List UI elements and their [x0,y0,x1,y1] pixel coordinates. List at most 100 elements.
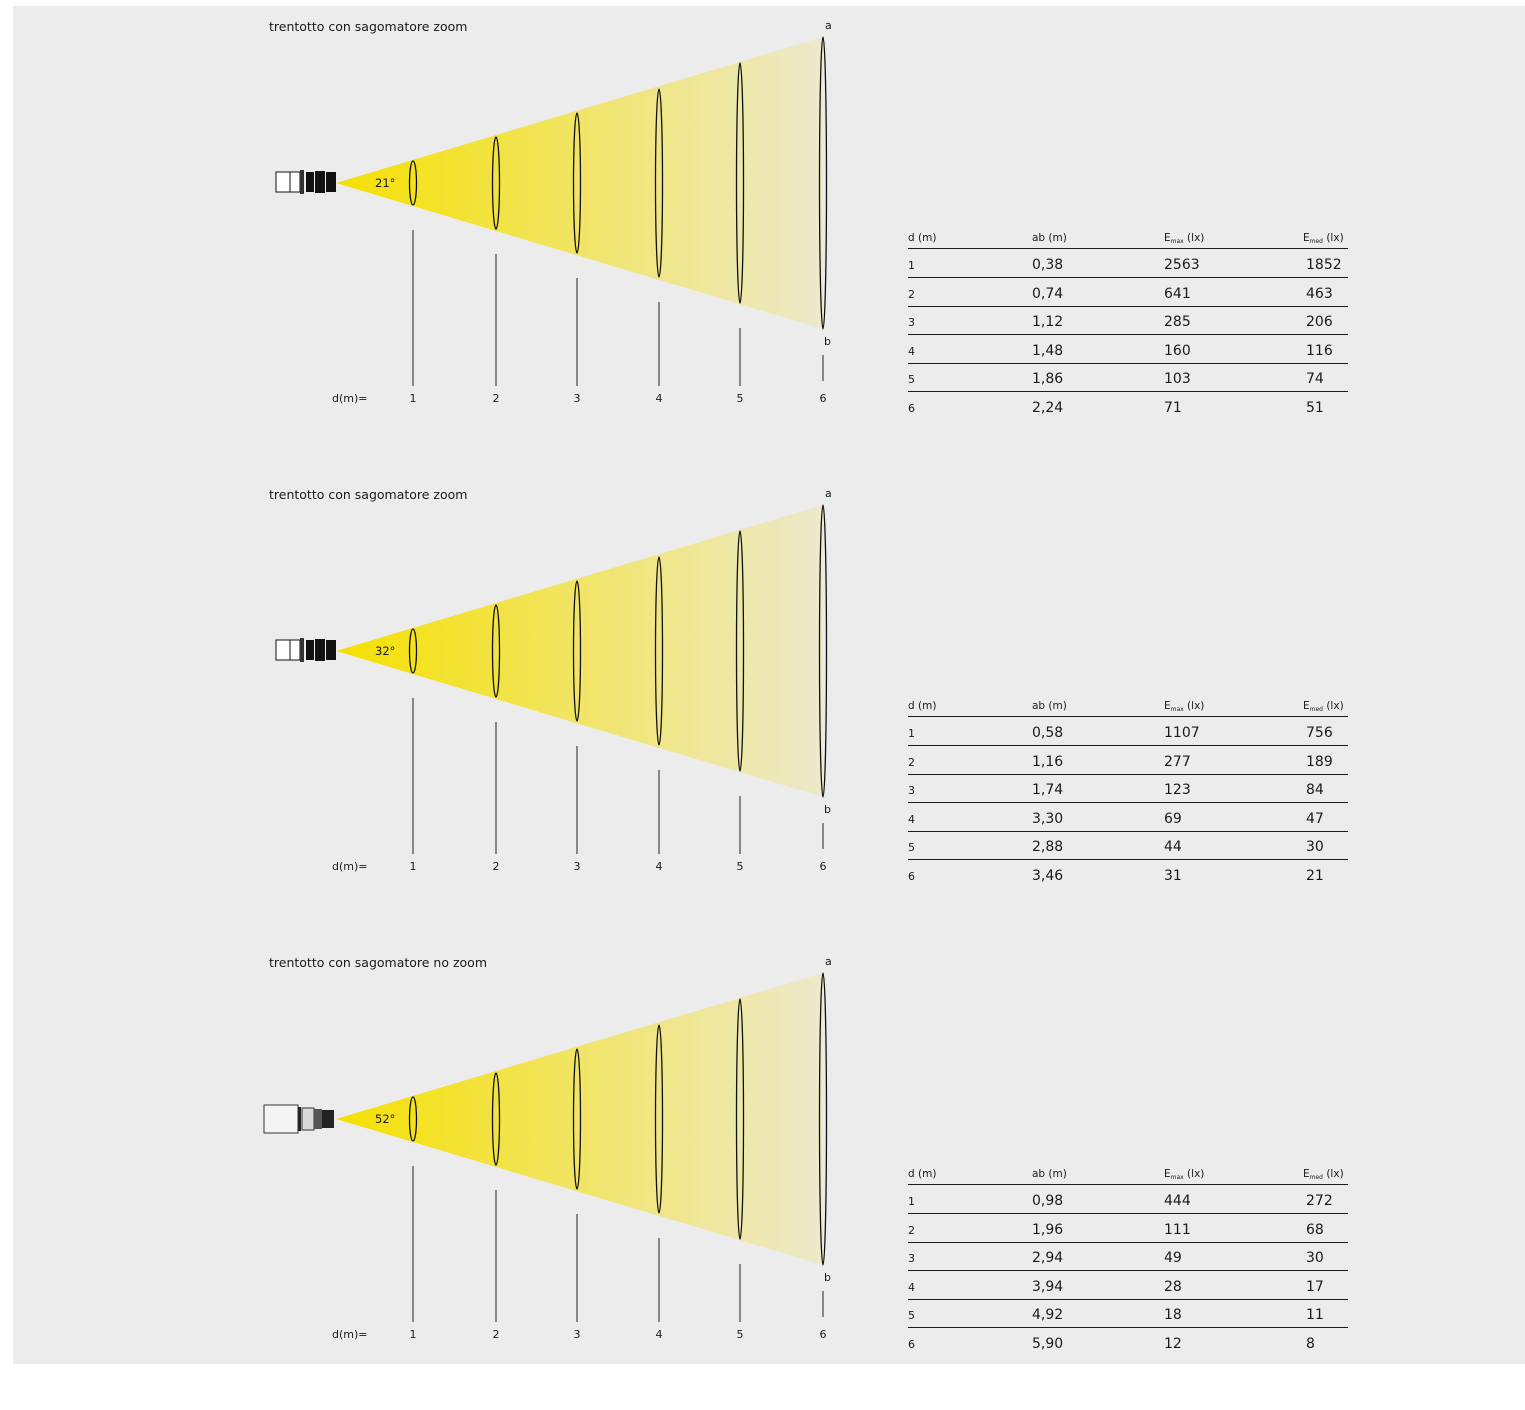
distance-axis-label: d(m)= [332,392,368,405]
cell-emed: 272 [1306,1193,1333,1209]
header-emed-unit: (lx) [1323,232,1344,244]
header-emax-subscript: max [1170,706,1184,713]
cell-emax: 641 [1164,285,1191,302]
header-distance: d (m) [908,232,936,244]
cell-diameter: 3,30 [1032,810,1064,827]
cell-distance: 1 [908,259,915,272]
distance-label: 5 [737,392,744,405]
distance-label: 6 [820,1328,827,1341]
beam-cross-section-ring [491,1072,501,1166]
beam-cross-section-ring [735,998,745,1240]
light-beam-cone [336,37,823,329]
cell-emax: 44 [1164,839,1182,855]
cell-diameter: 0,38 [1032,257,1064,273]
header-emed-base: E [1303,1168,1310,1180]
cell-emed: 8 [1306,1335,1315,1352]
cell-distance: 1 [908,727,915,740]
distance-label: 1 [410,860,417,873]
distance-label: 5 [737,860,744,873]
cell-emed: 189 [1306,753,1333,770]
cell-distance: 5 [908,373,915,386]
distance-label: 3 [574,860,581,873]
cell-emax: 123 [1164,782,1191,798]
cell-diameter: 0,98 [1032,1193,1064,1209]
header-emed-subscript: med [1309,238,1323,245]
cell-emed: 206 [1306,314,1333,330]
beam-diagram: trentotto con sagomatore no zoom 52° 1 2 3 4 5… [263,955,832,1341]
cell-emax: 31 [1164,867,1182,884]
table-row: 6 5,90 12 8 [908,1328,1348,1356]
header-emax-base: E [1164,1168,1171,1180]
beam-cross-section-ring [818,972,828,1266]
table-row: 4 3,94 28 17 [908,1271,1348,1300]
header-emax: Emax (lx) [1164,700,1204,713]
beam-cross-section-ring [408,1096,418,1142]
cell-diameter: 2,94 [1032,1250,1064,1266]
point-b-label: b [824,1271,831,1284]
cell-diameter: 2,88 [1032,839,1064,855]
cell-diameter: 1,96 [1032,1221,1064,1238]
header-emed-base: E [1303,232,1310,244]
cell-emax: 103 [1164,371,1191,387]
header-distance: d (m) [908,1168,936,1180]
distance-axis-label: d(m)= [332,1328,368,1341]
beam-cross-section-ring [572,1048,582,1190]
cell-emed: 68 [1306,1221,1324,1238]
light-beam-cone [336,973,823,1265]
cell-emax: 12 [1164,1335,1182,1352]
cell-distance: 3 [908,316,915,329]
table-row: 2 1,96 111 68 [908,1214,1348,1243]
cell-diameter: 1,74 [1032,782,1064,798]
cell-emed: 463 [1306,285,1333,302]
beam-cross-section-ring [735,530,745,772]
cell-emed: 74 [1306,371,1324,387]
header-emed: Emed (lx) [1303,1168,1344,1181]
cell-emed: 30 [1306,839,1324,855]
cell-diameter: 1,48 [1032,342,1064,359]
point-a-label: a [825,19,832,32]
table-row: 6 3,46 31 21 [908,860,1348,888]
table-row: 3 1,12 285 206 [908,306,1348,335]
beam-angle-label: 32° [375,644,395,658]
distance-label: 4 [656,1328,663,1341]
cell-distance: 2 [908,755,915,769]
point-a-label: a [825,487,832,500]
diagram-title: trentotto con sagomatore zoom [269,19,467,34]
header-emax-subscript: max [1170,238,1184,245]
beam-cross-section-ring [408,628,418,674]
header-emax: Emax (lx) [1164,232,1204,245]
table-row: 3 1,74 123 84 [908,774,1348,803]
cell-emed: 17 [1306,1278,1324,1295]
distance-label: 6 [820,860,827,873]
beam-diagram: trentotto con sagomatore zoom 21° 1 2 3 4 5 6 d(… [269,19,832,405]
cell-emax: 18 [1164,1307,1182,1323]
header-emax-base: E [1164,232,1171,244]
cell-distance: 4 [908,1280,915,1294]
header-diameter: ab (m) [1032,1168,1067,1180]
table-row: 5 1,86 103 74 [908,363,1348,392]
distance-label: 2 [493,860,500,873]
beam-cross-section-ring [408,160,418,206]
distance-label: 2 [493,392,500,405]
distance-label: 3 [574,1328,581,1341]
header-distance-text: d (m) [908,232,937,244]
cell-emax: 444 [1164,1193,1191,1209]
cell-emed: 51 [1306,399,1324,416]
cell-emax: 49 [1164,1250,1182,1266]
cell-distance: 3 [908,1252,915,1265]
cell-diameter: 2,24 [1032,399,1064,416]
beam-cross-section-ring [491,604,501,698]
header-distance: d (m) [908,700,936,712]
cell-emed: 84 [1306,782,1324,798]
cell-distance: 6 [908,401,915,415]
cell-emax: 160 [1164,342,1191,359]
header-emax: Emax (lx) [1164,1168,1204,1181]
header-emax-unit: (lx) [1183,1168,1205,1180]
light-beam-cone [336,505,823,797]
table-row: 1 0,58 1107 756 [908,717,1348,746]
distance-axis-label: d(m)= [332,860,368,873]
diagram-canvas: trentotto con sagomatore zoom 21° 1 2 3 4 5 6 d(… [13,6,1525,1364]
diagram-title: trentotto con sagomatore no zoom [269,955,487,970]
cell-emax: 277 [1164,753,1191,770]
beam-cross-section-ring [572,580,582,722]
